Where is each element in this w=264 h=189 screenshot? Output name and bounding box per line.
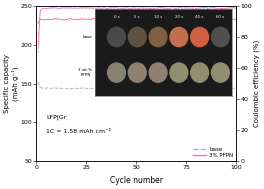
Legend: base, 3% PFPN: base, 3% PFPN [192,147,233,158]
Text: 1C = 1.58 mAh cm⁻²: 1C = 1.58 mAh cm⁻² [46,129,111,134]
Y-axis label: Specific capacity
(mAh g⁻¹): Specific capacity (mAh g⁻¹) [4,54,19,113]
X-axis label: Cycle number: Cycle number [110,176,163,185]
Y-axis label: Coulombic efficiency (%): Coulombic efficiency (%) [253,40,260,127]
Text: LFP|Gr: LFP|Gr [46,115,67,120]
